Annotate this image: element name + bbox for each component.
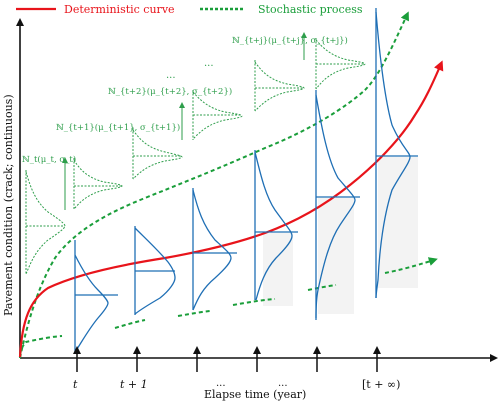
stochastic-lower-seg-2 bbox=[114, 319, 146, 329]
distribution-labels: ℕ_t(μ_t, σ_t) ℕ_{t+1}(μ_{t+1}, σ_{t+1}) … bbox=[22, 35, 348, 165]
blue-pdf-tinf bbox=[375, 8, 418, 299]
deterministic-curve bbox=[18, 60, 444, 358]
dist-ellipsis-2: ... bbox=[204, 58, 214, 69]
green-pdf-t4 bbox=[254, 32, 307, 112]
green-pdf-t3 bbox=[192, 90, 243, 140]
stochastic-process-paths bbox=[19, 11, 438, 359]
stochastic-lower-seg-6 bbox=[384, 257, 438, 274]
blue-pdf-t bbox=[74, 240, 118, 353]
x-axis-label: Elapse time (year) bbox=[204, 388, 306, 401]
dist-label-tj: ℕ_{t+j}(μ_{t+j}, σ_{t+j}) bbox=[232, 35, 348, 46]
blue-pdf-t1 bbox=[134, 226, 176, 315]
tick-label-tinf: [t + ∞) bbox=[362, 378, 400, 391]
green-pdf-tj bbox=[315, 38, 366, 90]
axes: Pavement condition (crack; continuous) E… bbox=[2, 18, 498, 401]
stochastic-lower-path bbox=[19, 335, 63, 356]
tick-label-t: t bbox=[73, 378, 78, 391]
tick-label-t1: t + 1 bbox=[120, 378, 148, 391]
blue-pdf-t3 bbox=[254, 150, 298, 301]
dist-ellipsis-1: ... bbox=[166, 70, 176, 81]
blue-pdf-t2 bbox=[192, 188, 237, 311]
blue-pdf-t4 bbox=[315, 90, 360, 320]
dist-label-t1: ℕ_{t+1}(μ_{t+1}, σ_{t+1}) bbox=[56, 122, 180, 133]
green-pdf-t bbox=[25, 157, 68, 275]
y-axis-label: Pavement condition (crack; continuous) bbox=[2, 94, 15, 316]
legend-deterministic-label: Deterministic curve bbox=[64, 3, 175, 16]
legend: Deterministic curve Stochastic process bbox=[16, 3, 363, 16]
tick-label-ellipsis-1: ... bbox=[216, 378, 226, 389]
green-pdf-t1 bbox=[73, 158, 123, 210]
legend-stochastic-label: Stochastic process bbox=[258, 3, 363, 16]
green-pdf-t2 bbox=[132, 102, 185, 180]
dist-label-t: ℕ_t(μ_t, σ_t) bbox=[22, 154, 76, 165]
time-ticks bbox=[73, 346, 381, 372]
blue-distributions bbox=[74, 8, 418, 353]
stochastic-upper-path bbox=[19, 11, 409, 359]
tick-labels: t t + 1 ... ... [t + ∞) bbox=[73, 378, 400, 391]
green-distributions bbox=[25, 32, 366, 275]
stochastic-lower-seg-5 bbox=[307, 284, 337, 291]
stochastic-lower-seg-3 bbox=[177, 310, 211, 317]
tick-label-ellipsis-2: ... bbox=[278, 378, 288, 389]
stochastic-lower-seg-4 bbox=[232, 298, 276, 306]
dist-label-t2: ℕ_{t+2}(μ_{t+2}, σ_{t+2}) bbox=[108, 86, 232, 97]
